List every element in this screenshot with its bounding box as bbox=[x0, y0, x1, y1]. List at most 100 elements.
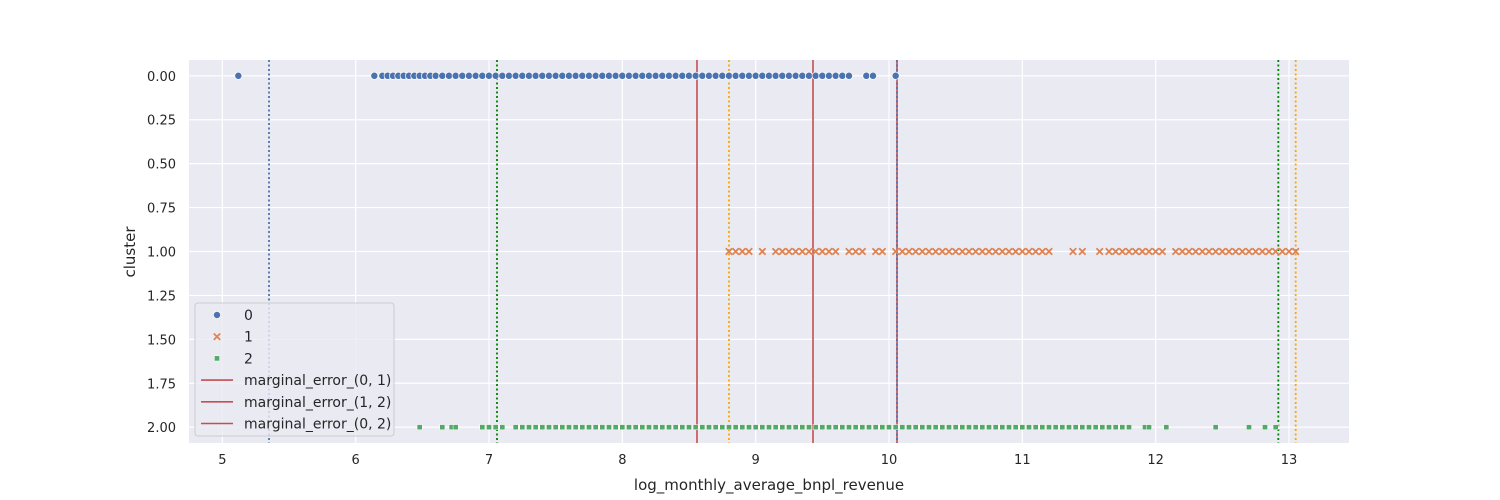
data-point bbox=[1271, 247, 1280, 256]
data-point bbox=[712, 424, 719, 431]
data-point bbox=[671, 71, 680, 80]
data-point bbox=[1151, 247, 1160, 256]
data-point bbox=[519, 424, 526, 431]
x-axis-label: log_monthly_average_bnpl_revenue bbox=[634, 476, 904, 495]
legend-label: marginal_error_(0, 2) bbox=[244, 417, 391, 433]
data-point bbox=[606, 424, 612, 431]
data-point bbox=[879, 424, 886, 431]
data-point bbox=[766, 424, 772, 431]
data-point bbox=[478, 71, 487, 80]
data-point bbox=[726, 424, 732, 431]
data-point bbox=[1069, 247, 1077, 256]
data-point bbox=[938, 247, 947, 256]
data-point bbox=[445, 71, 453, 80]
data-point bbox=[1158, 247, 1167, 256]
data-point bbox=[551, 71, 560, 80]
data-point bbox=[918, 247, 927, 256]
data-point bbox=[825, 247, 833, 256]
data-point bbox=[739, 424, 746, 431]
x-tick-label: 11 bbox=[1014, 453, 1031, 468]
data-point bbox=[971, 247, 980, 256]
data-point bbox=[672, 424, 679, 431]
data-point bbox=[711, 71, 720, 80]
data-point bbox=[939, 424, 946, 431]
data-point bbox=[538, 71, 547, 80]
x-tick-label: 8 bbox=[618, 453, 626, 468]
data-point bbox=[818, 247, 827, 256]
data-point bbox=[806, 424, 812, 431]
data-point bbox=[1185, 247, 1193, 256]
data-point bbox=[862, 71, 871, 80]
data-point bbox=[798, 71, 807, 80]
data-point bbox=[591, 71, 600, 80]
data-point bbox=[811, 71, 820, 80]
data-point bbox=[505, 71, 513, 80]
data-point bbox=[545, 71, 553, 80]
data-point bbox=[812, 424, 819, 431]
y-tick-label: 2.00 bbox=[147, 421, 176, 436]
data-point bbox=[758, 71, 767, 80]
data-point bbox=[1038, 247, 1047, 256]
data-point bbox=[772, 424, 779, 431]
data-point bbox=[565, 71, 573, 80]
data-point bbox=[416, 424, 423, 431]
data-point bbox=[1125, 247, 1133, 256]
data-point bbox=[1111, 247, 1120, 256]
data-point bbox=[578, 71, 587, 80]
data-point bbox=[652, 424, 659, 431]
data-point bbox=[451, 71, 460, 80]
data-point bbox=[745, 71, 753, 80]
y-tick-label: 0.00 bbox=[147, 70, 176, 85]
data-point bbox=[872, 424, 879, 431]
data-point bbox=[498, 71, 507, 80]
data-point bbox=[798, 247, 807, 256]
y-tick-label: 1.00 bbox=[147, 246, 176, 261]
data-point bbox=[899, 424, 906, 431]
x-tick-label: 5 bbox=[218, 453, 226, 468]
data-point bbox=[1006, 424, 1012, 431]
data-point bbox=[731, 247, 740, 256]
x-tick-label: 12 bbox=[1147, 453, 1164, 468]
data-point bbox=[1052, 424, 1059, 431]
data-point bbox=[1031, 247, 1040, 256]
x-tick-label: 7 bbox=[485, 453, 493, 468]
data-point bbox=[825, 71, 833, 80]
data-point bbox=[858, 247, 867, 256]
data-point bbox=[1011, 247, 1020, 256]
x-tick-label: 13 bbox=[1281, 453, 1298, 468]
data-point bbox=[431, 71, 440, 80]
data-point bbox=[566, 424, 572, 431]
data-point bbox=[746, 424, 752, 431]
y-tick-label: 0.75 bbox=[147, 202, 176, 217]
data-point bbox=[1131, 247, 1140, 256]
data-point bbox=[1012, 424, 1019, 431]
data-point bbox=[946, 424, 952, 431]
data-point bbox=[512, 424, 519, 431]
data-point bbox=[792, 424, 799, 431]
data-point bbox=[1126, 424, 1132, 431]
data-point bbox=[871, 247, 880, 256]
data-point bbox=[452, 424, 459, 431]
data-point bbox=[845, 247, 853, 256]
data-point bbox=[999, 424, 1006, 431]
y-tick-label: 1.25 bbox=[147, 289, 176, 304]
data-point bbox=[831, 247, 840, 256]
data-point bbox=[486, 424, 492, 431]
data-point bbox=[659, 424, 666, 431]
data-point bbox=[1251, 247, 1260, 256]
data-point bbox=[905, 247, 913, 256]
data-point bbox=[972, 424, 979, 431]
data-point bbox=[732, 424, 739, 431]
y-tick-label: 1.75 bbox=[147, 377, 176, 392]
data-point bbox=[926, 424, 932, 431]
data-point bbox=[819, 424, 826, 431]
data-point bbox=[1212, 424, 1219, 431]
data-point bbox=[1019, 424, 1026, 431]
data-point bbox=[665, 71, 673, 80]
legend-box bbox=[194, 302, 395, 437]
data-point bbox=[1018, 247, 1027, 256]
data-point bbox=[1225, 247, 1233, 256]
legend-label: marginal_error_(1, 2) bbox=[244, 395, 391, 411]
data-point bbox=[898, 247, 907, 256]
legend-marker bbox=[213, 311, 221, 319]
